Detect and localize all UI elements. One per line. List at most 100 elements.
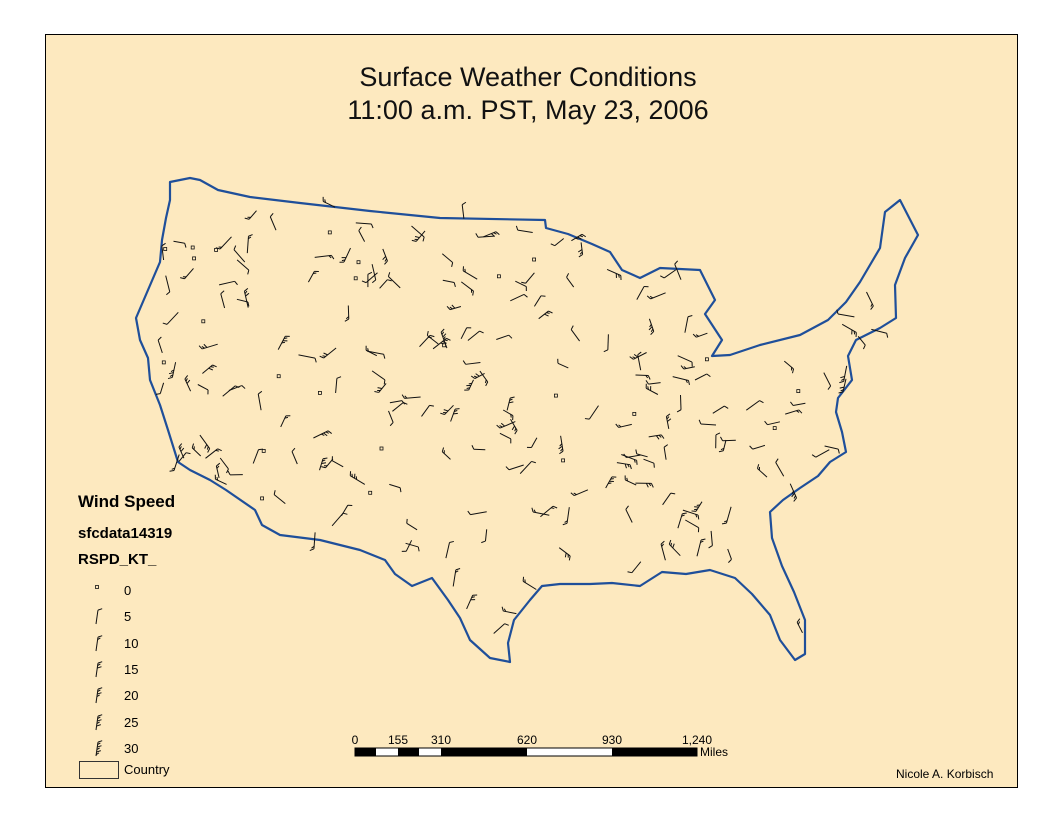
station-barb: [698, 419, 717, 426]
station-barb: [501, 606, 517, 615]
map-title-line1: Surface Weather Conditions: [359, 62, 697, 92]
station-barb: [603, 334, 609, 353]
station-barb: [811, 449, 830, 458]
station-barb: [483, 231, 500, 238]
station-barb: [510, 419, 518, 435]
station-barb: [319, 457, 328, 471]
station-barb: [382, 248, 388, 265]
station-barb: [317, 390, 322, 395]
station-barb: [184, 375, 192, 392]
station-barb: [307, 270, 319, 283]
legend-class-label: 5: [124, 609, 132, 625]
station-barb: [233, 245, 246, 263]
station-barb: [665, 413, 672, 429]
station-barb: [190, 245, 195, 250]
legend-class-30: 30: [80, 738, 200, 760]
station-barb: [227, 470, 243, 476]
station-barb: [796, 389, 801, 394]
station-barb: [161, 242, 166, 261]
station-barb: [712, 405, 729, 414]
station-barb: [276, 374, 281, 379]
station-barb: [355, 222, 374, 229]
station-barb: [570, 489, 589, 497]
station-barb: [746, 400, 764, 411]
station-barb: [214, 474, 227, 485]
station-barb: [705, 357, 709, 362]
station-barb: [691, 501, 703, 512]
station-barb: [261, 448, 266, 453]
station-barb: [621, 454, 638, 465]
station-barb: [371, 370, 386, 385]
station-barb: [660, 269, 676, 279]
station-barb: [421, 404, 434, 417]
station-barb: [606, 268, 622, 281]
legend-class-0: 0: [80, 580, 200, 602]
station-barb: [764, 420, 781, 426]
station-barb: [165, 275, 171, 296]
station-barb: [466, 594, 478, 610]
legend-class-label: 15: [124, 661, 139, 677]
station-barb: [162, 311, 179, 325]
station-barb: [167, 362, 177, 380]
station-barb: [857, 335, 866, 350]
station-barb: [841, 323, 857, 337]
station-barb: [442, 279, 456, 287]
station-barb: [392, 402, 408, 412]
station-barb: [635, 374, 651, 380]
legend-layer-name: sfcdata14319: [78, 525, 173, 542]
station-barb: [677, 512, 687, 529]
station-barb: [218, 280, 238, 286]
station-barb: [684, 315, 693, 333]
station-barb: [202, 364, 217, 374]
station-barb: [198, 343, 218, 350]
station-barb: [526, 437, 538, 449]
station-barb: [339, 247, 351, 263]
station-barb: [401, 540, 413, 552]
station-barb: [197, 384, 209, 395]
station-barb: [558, 435, 564, 455]
station-barb: [676, 394, 682, 413]
station-barb: [790, 401, 806, 406]
scale-bar-units: Miles: [700, 745, 729, 759]
station-barb: [783, 360, 795, 374]
station-barb: [727, 548, 732, 563]
station-barb: [406, 518, 418, 531]
station-barb: [637, 351, 642, 371]
legend-class-label: 30: [124, 740, 139, 756]
station-barb: [419, 334, 435, 348]
country-swatch: [79, 761, 119, 779]
station-barb: [660, 540, 666, 561]
station-barb: [441, 253, 454, 267]
station-barb: [715, 432, 721, 449]
station-barb: [309, 532, 316, 552]
station-barb: [521, 272, 535, 284]
station-barb: [605, 476, 617, 489]
station-barb: [636, 286, 649, 300]
station-barb: [280, 415, 291, 428]
station-barb: [839, 365, 848, 384]
scale-bar-label: 1,240: [681, 733, 713, 747]
wind-barb-icon: [95, 687, 103, 704]
station-barb: [319, 347, 337, 359]
scale-bar: [354, 747, 698, 757]
station-barb: [721, 506, 732, 525]
station-barb: [533, 295, 546, 307]
station-barb: [540, 505, 558, 518]
wind-barb-icon: [95, 661, 103, 677]
station-barb: [220, 290, 226, 309]
scale-bar-label: 930: [601, 733, 623, 747]
station-barb: [467, 330, 484, 341]
station-barb: [481, 529, 488, 544]
station-barb: [236, 259, 250, 275]
station-barb: [519, 460, 536, 474]
station-barb: [694, 373, 711, 381]
station-barb: [506, 396, 515, 411]
station-barb: [368, 490, 373, 495]
station-barb: [349, 471, 366, 485]
station-barb: [341, 504, 353, 516]
station-barb: [460, 281, 474, 296]
station-barb: [720, 436, 736, 442]
station-barb: [772, 426, 777, 431]
station-barb: [561, 458, 565, 463]
station-barb: [562, 507, 570, 526]
